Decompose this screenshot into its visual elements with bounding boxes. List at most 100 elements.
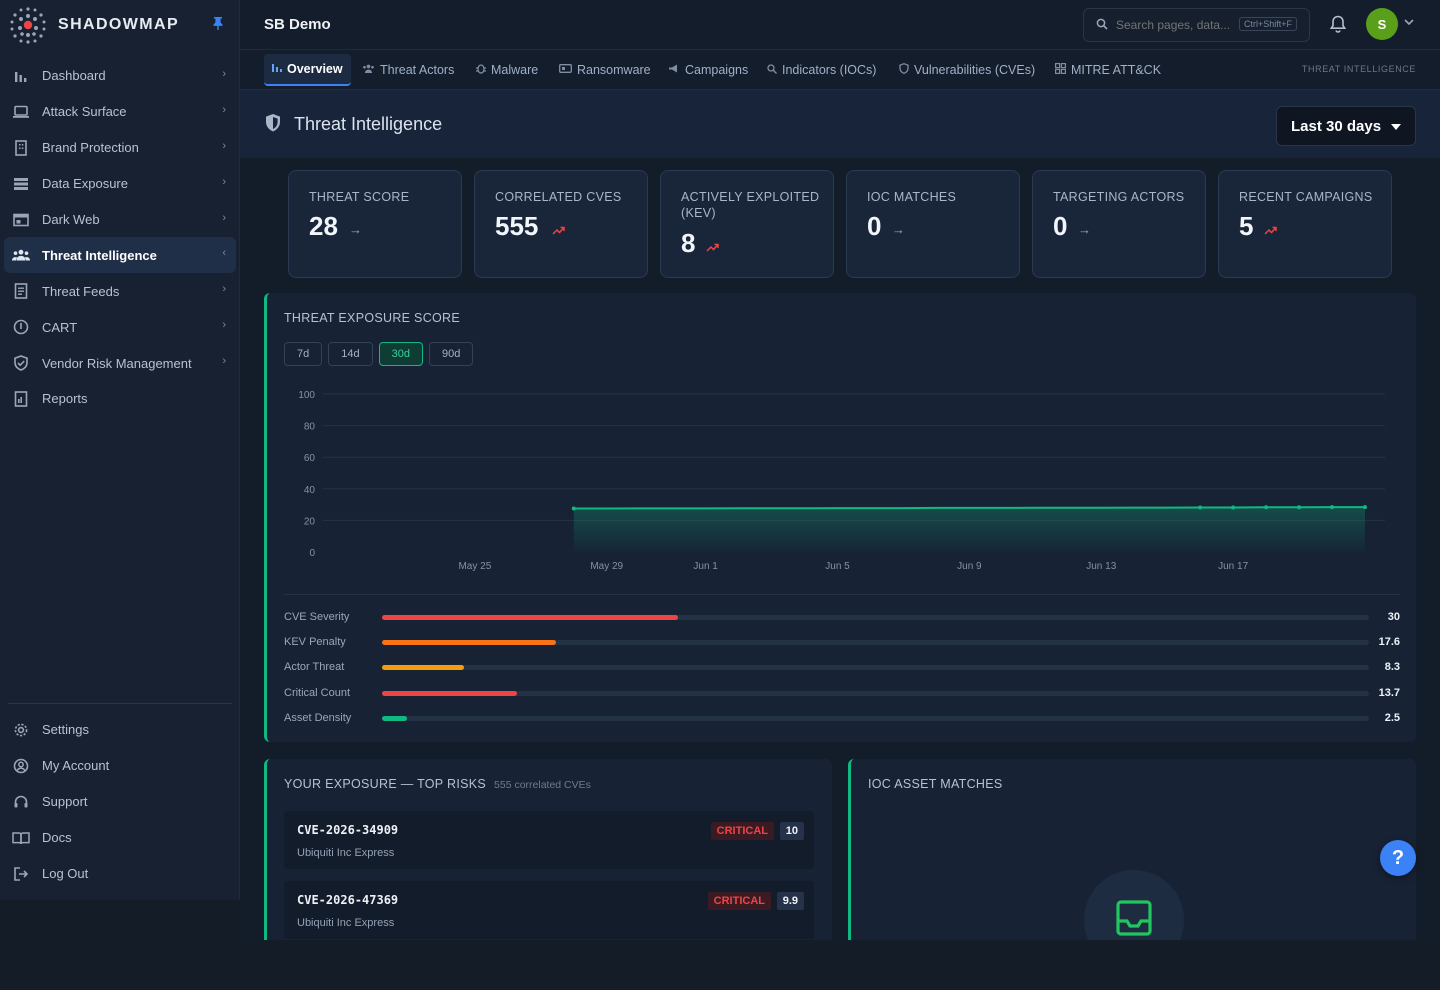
tab-label: Overview: [287, 62, 343, 76]
sidebar-item-attack-surface[interactable]: Attack Surface ›: [4, 94, 236, 130]
range-pill-90d[interactable]: 90d: [428, 342, 474, 366]
factor-bar: [382, 640, 556, 645]
logout-icon: [12, 865, 30, 883]
factor-row-kev-penalty: KEV Penalty 17.6: [284, 634, 1400, 650]
sidebar-item-settings[interactable]: Settings: [4, 712, 236, 748]
cve-id[interactable]: CVE-2026-47369: [297, 893, 399, 907]
cve-vendor: Ubiquiti Inc Express: [297, 917, 395, 929]
factor-bar: [382, 691, 518, 696]
data-point[interactable]: [571, 506, 576, 511]
tab-overview[interactable]: Overview: [264, 54, 351, 86]
panel-subtitle: 555 correlated CVEs: [494, 779, 591, 791]
range-pill-30d[interactable]: 30d: [378, 342, 423, 366]
sidebar-item-support[interactable]: Support: [4, 784, 236, 820]
cve-vendor: Ubiquiti Inc Express: [297, 847, 395, 859]
sidebar-item-label: Vendor Risk Management: [42, 355, 192, 371]
search-icon: [1096, 18, 1108, 33]
data-point[interactable]: [1363, 505, 1367, 510]
tab-threat-actors[interactable]: Threat Actors: [362, 54, 454, 86]
stat-value: 5: [1239, 211, 1254, 241]
pin-icon[interactable]: [212, 16, 226, 32]
stat-card-recent-campaigns[interactable]: RECENT CAMPAIGNS 5: [1218, 170, 1392, 278]
tab-ransomware[interactable]: Ransomware: [559, 54, 651, 86]
stat-label: IOC MATCHES: [867, 190, 957, 204]
cve-row[interactable]: CVE-2026-47369 Ubiquiti Inc Express CRIT…: [284, 881, 814, 939]
tab-label: Ransomware: [577, 63, 651, 77]
help-button[interactable]: ?: [1380, 840, 1416, 876]
data-point[interactable]: [1198, 505, 1203, 510]
stat-card-targeting-actors[interactable]: TARGETING ACTORS 0 →: [1032, 170, 1206, 278]
data-point[interactable]: [1264, 505, 1269, 510]
stat-card-correlated-cves[interactable]: CORRELATED CVES 555: [474, 170, 648, 278]
chevron-right-icon: ›: [222, 175, 226, 188]
sidebar-item-docs[interactable]: Docs: [4, 820, 236, 856]
notification-bell-icon[interactable]: [1329, 14, 1347, 34]
stat-card-threat-score[interactable]: THREAT SCORE 28 →: [288, 170, 462, 278]
brand-name: SHADOWMAP: [58, 16, 180, 33]
tab-malware[interactable]: Malware: [476, 54, 538, 86]
sidebar: SHADOWMAP Dashboard › Attack Surface › B…: [0, 0, 240, 900]
stat-label: CORRELATED CVES: [495, 190, 622, 204]
tab-mitre-attack[interactable]: MITRE ATT&CK: [1055, 54, 1161, 86]
search-box[interactable]: Ctrl+Shift+F: [1083, 8, 1310, 42]
brand-logo[interactable]: SHADOWMAP: [8, 5, 179, 45]
chevron-right-icon: ›: [222, 139, 226, 152]
factor-bar: [382, 716, 407, 721]
sidebar-item-label: Threat Feeds: [42, 283, 120, 299]
stat-card-ioc-matches[interactable]: IOC MATCHES 0 →: [846, 170, 1020, 278]
search-input[interactable]: [1116, 18, 1236, 32]
data-point[interactable]: [1231, 505, 1236, 510]
inbox-empty-icon: [1116, 900, 1152, 936]
chevron-down-icon[interactable]: [1404, 17, 1414, 28]
sidebar-item-threat-intelligence[interactable]: Threat Intelligence ‹: [4, 237, 236, 274]
bar-chart-icon: [272, 63, 282, 75]
trend-flat-icon: →: [349, 222, 362, 237]
sidebar-item-dashboard[interactable]: Dashboard ›: [4, 58, 236, 94]
factor-track: [382, 691, 1369, 696]
sidebar-item-label: Data Exposure: [42, 176, 128, 192]
series-line: [573, 506, 1365, 510]
chevron-right-icon: ›: [222, 211, 226, 224]
tab-campaigns[interactable]: Campaigns: [668, 54, 748, 86]
sidebar-item-log-out[interactable]: Log Out: [4, 856, 236, 892]
range-selector: 7d 14d 30d 90d: [284, 342, 474, 366]
range-pill-14d[interactable]: 14d: [328, 342, 373, 366]
tab-indicators[interactable]: Indicators (IOCs): [767, 54, 876, 86]
org-name[interactable]: SB Demo: [264, 16, 331, 33]
user-avatar[interactable]: S: [1366, 8, 1398, 40]
data-point[interactable]: [1330, 505, 1335, 510]
sidebar-item-cart[interactable]: CART ›: [4, 309, 236, 345]
sidebar-item-reports[interactable]: Reports: [4, 381, 236, 417]
severity-badge: CRITICAL: [707, 892, 771, 910]
factor-track: [382, 716, 1369, 721]
x-tick-label: Jun 5: [825, 561, 850, 572]
trend-up-icon: [552, 223, 565, 238]
tab-vulnerabilities[interactable]: Vulnerabilities (CVEs): [899, 54, 1035, 86]
sidebar-item-vendor-risk-management[interactable]: Vendor Risk Management ›: [4, 345, 236, 381]
user-circle-icon: [12, 757, 30, 775]
users-icon: [12, 246, 30, 264]
sidebar-item-dark-web[interactable]: Dark Web ›: [4, 202, 236, 238]
date-range-label: Last 30 days: [1291, 117, 1382, 135]
panel-title-text: YOUR EXPOSURE — TOP RISKS: [284, 777, 487, 791]
factor-track: [382, 640, 1369, 645]
range-pill-7d[interactable]: 7d: [284, 342, 323, 366]
chevron-right-icon: ›: [222, 68, 226, 80]
cve-id[interactable]: CVE-2026-34909: [297, 823, 399, 837]
sidebar-item-brand-protection[interactable]: Brand Protection ›: [4, 130, 236, 166]
users-icon: [362, 64, 375, 76]
sidebar-item-threat-feeds[interactable]: Threat Feeds ›: [4, 273, 236, 309]
data-point[interactable]: [1297, 505, 1302, 510]
sidebar-item-my-account[interactable]: My Account: [4, 748, 236, 784]
y-tick-label: 40: [304, 485, 316, 496]
database-icon: [12, 175, 30, 193]
shield-check-icon: [12, 354, 30, 372]
cve-row[interactable]: CVE-2026-34909 Ubiquiti Inc Express CRIT…: [284, 811, 814, 869]
panel-title: YOUR EXPOSURE — TOP RISKS 555 correlated …: [284, 777, 591, 791]
trend-up-icon: [1264, 223, 1277, 238]
sidebar-item-data-exposure[interactable]: Data Exposure ›: [4, 166, 236, 202]
date-range-select[interactable]: Last 30 days: [1276, 106, 1416, 146]
stat-card-actively-exploited[interactable]: ACTIVELY EXPLOITED (KEV) 8: [660, 170, 834, 278]
stat-value: 8: [681, 228, 696, 258]
stat-label: RECENT CAMPAIGNS: [1239, 190, 1373, 204]
